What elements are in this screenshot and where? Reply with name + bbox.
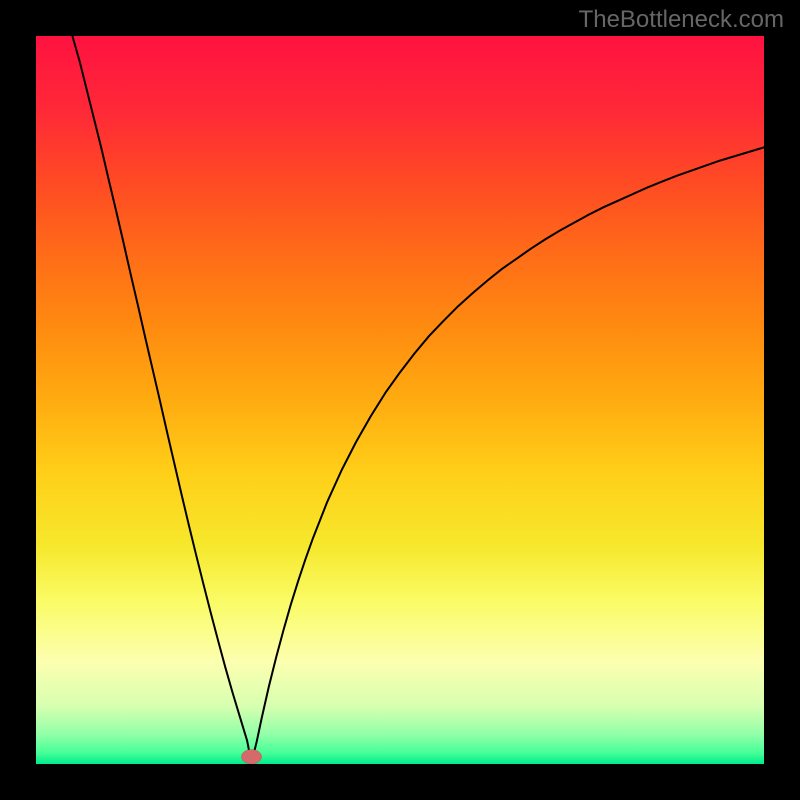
minimum-marker [241, 749, 261, 764]
chart-frame: TheBottleneck.com [0, 0, 800, 800]
watermark-text: TheBottleneck.com [579, 6, 784, 34]
chart-svg [36, 36, 764, 764]
chart-background [36, 36, 764, 764]
plot-area [36, 36, 764, 764]
